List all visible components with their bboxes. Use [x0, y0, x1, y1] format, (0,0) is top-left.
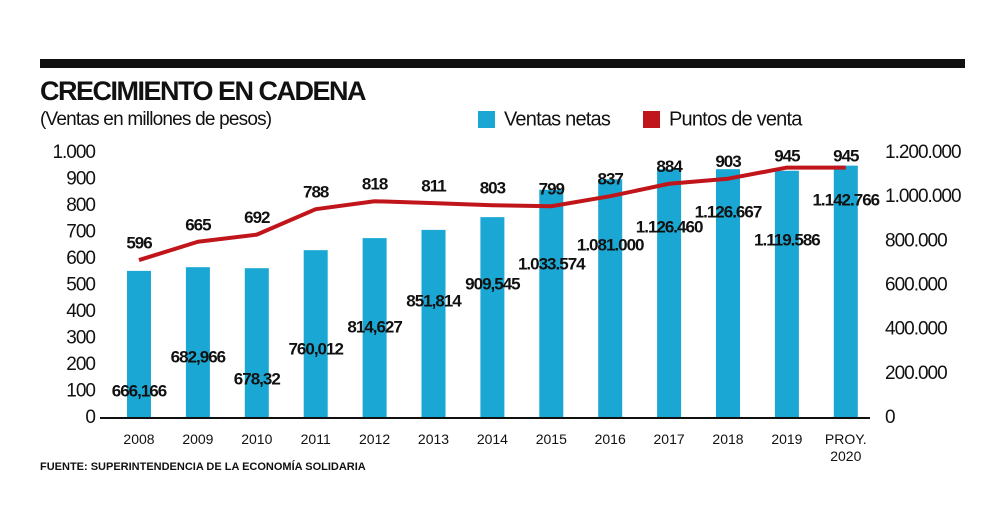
- chart-title: CRECIMIENTO EN CADENA: [40, 76, 366, 106]
- y-tick-label: 100: [66, 381, 95, 402]
- bar-value-label: 666,166: [112, 381, 167, 400]
- x-tick-label: 2010: [241, 431, 273, 447]
- line-value-label: 945: [774, 146, 800, 165]
- y2-tick-label: 600.000: [885, 275, 947, 296]
- bar: [303, 250, 328, 418]
- legend-label: Puntos de venta: [669, 108, 803, 130]
- bar-value-label: 760,012: [288, 339, 343, 358]
- x-tick-label: 2018: [712, 431, 744, 447]
- line-value-label: 884: [656, 157, 683, 176]
- bar-value-label: 682,966: [171, 347, 226, 366]
- x-tick-label: 2016: [594, 431, 626, 447]
- y2-tick-label: 400.000: [885, 319, 947, 340]
- legend-swatch: [643, 111, 660, 128]
- x-tick-label: 2012: [359, 431, 391, 447]
- bar-value-label: 1.126.460: [636, 217, 703, 236]
- x-tick-label: 2019: [771, 431, 803, 447]
- line-value-label: 837: [598, 170, 624, 189]
- bar: [539, 189, 564, 418]
- x-tick-label: 2014: [476, 431, 508, 447]
- bar-value-label: 814,627: [347, 317, 402, 336]
- line-value-label: 665: [185, 215, 211, 234]
- bar-value-label: 1.119.586: [754, 230, 820, 249]
- top-rule: [40, 59, 965, 68]
- y-tick-label: 600: [66, 248, 95, 269]
- bar: [421, 229, 446, 418]
- x-tick-label: 2011: [300, 431, 331, 447]
- y2-tick-label: 1.000.000: [885, 186, 961, 207]
- y-tick-label: 900: [66, 169, 95, 190]
- bar-value-label: 851,814: [406, 291, 462, 310]
- bar-value-label: 678,32: [234, 369, 281, 388]
- x-tick-label: 2017: [653, 431, 685, 447]
- line-value-label: 799: [539, 180, 565, 199]
- x-tick-label: 2009: [182, 431, 214, 447]
- y-tick-label: 500: [66, 275, 95, 296]
- bar-value-label: 1.081.000: [577, 235, 644, 254]
- y-tick-label: 0: [85, 407, 95, 428]
- legend-label: Ventas netas: [504, 108, 611, 130]
- line-value-label: 945: [833, 146, 859, 165]
- y-tick-label: 400: [66, 301, 95, 322]
- x-tick-label: 2008: [123, 431, 155, 447]
- source: FUENTE: SUPERINTENDENCIA DE LA ECONOMÍA …: [40, 460, 366, 473]
- chart-subtitle: (Ventas en millones de pesos): [40, 109, 272, 130]
- y-tick-label: 300: [66, 328, 95, 349]
- bar: [480, 217, 505, 418]
- line-value-label: 811: [421, 177, 446, 196]
- bar: [362, 238, 387, 418]
- bar-value-label: 1.126.667: [695, 202, 762, 221]
- y-tick-label: 200: [66, 354, 95, 375]
- line: [138, 165, 846, 262]
- bar: [244, 268, 269, 418]
- line-value-label: 596: [126, 234, 152, 253]
- bar: [833, 165, 858, 418]
- bar: [657, 169, 682, 418]
- bar-value-label: 909,545: [465, 274, 520, 293]
- y2-tick-label: 0: [885, 407, 895, 428]
- legend-swatch: [478, 111, 495, 128]
- y-tick-label: 1.000: [52, 142, 95, 163]
- bar: [716, 169, 740, 418]
- y2-tick-label: 200.000: [885, 363, 947, 384]
- line-value-label: 788: [303, 183, 329, 202]
- line-value-label: 903: [715, 152, 741, 171]
- bar-value-label: 1.142.766: [812, 190, 879, 209]
- y-tick-label: 700: [66, 222, 95, 243]
- bar: [774, 170, 799, 418]
- bar: [598, 179, 623, 418]
- y-tick-label: 800: [66, 195, 95, 216]
- x-tick-label: PROY. 2020: [824, 431, 867, 464]
- y2-tick-label: 1.200.000: [885, 142, 961, 163]
- x-tick-label: 2013: [417, 431, 450, 447]
- line-value-label: 803: [480, 179, 506, 198]
- bar: [127, 270, 151, 418]
- line-value-label: 692: [244, 208, 270, 227]
- bar-value-label: 1.033.574: [518, 254, 586, 273]
- x-tick-label: 2015: [535, 431, 567, 447]
- line-value-label: 818: [362, 175, 388, 194]
- bar: [185, 267, 210, 418]
- y2-tick-label: 800.000: [885, 230, 947, 251]
